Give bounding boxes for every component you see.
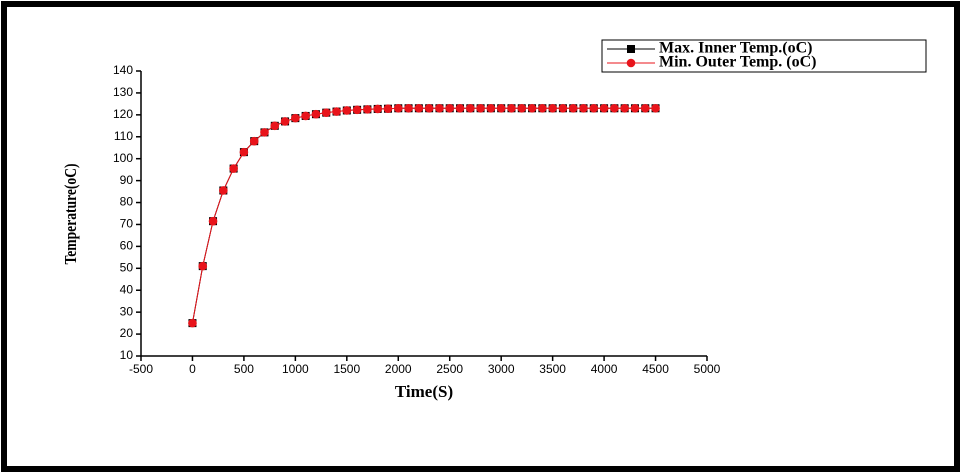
data-point [229,164,238,173]
x-tick-label: 3500 [539,362,566,376]
data-point [291,113,300,123]
data-point [198,261,208,271]
y-tick-label: 20 [120,326,134,340]
data-point [414,103,424,113]
data-point [270,121,280,131]
data-point [260,128,269,137]
data-point [630,103,640,113]
data-point [393,103,403,113]
legend-marker [627,45,635,53]
data-point [373,104,382,114]
x-tick-label: 2000 [385,362,412,376]
data-point [435,103,444,113]
data-point [548,103,557,113]
series-line [191,107,656,324]
data-point [332,107,341,116]
data-point [311,109,321,119]
data-point [651,103,660,113]
data-point [620,103,629,113]
data-point [445,103,455,113]
x-tick-label: 2500 [436,362,463,376]
legend-box [601,39,927,73]
x-tick-label: 0 [189,362,196,376]
y-tick-label: 40 [120,282,134,296]
data-point [496,103,506,113]
y-tick-label: 70 [120,217,134,231]
data-point [424,103,434,113]
data-point [517,103,527,113]
data-point [589,103,599,113]
x-tick-label: 4500 [642,362,669,376]
y-tick-label: 30 [120,304,134,318]
data-point [476,103,485,113]
data-point [610,103,619,113]
data-point [466,103,475,113]
series-line [191,107,656,324]
x-tick-label: 1500 [333,362,360,376]
y-tick-label: 120 [113,107,133,121]
data-point [249,136,259,146]
y-tick-label: 140 [113,63,133,77]
y-tick-label: 90 [120,173,134,187]
x-tick-label: 3000 [488,362,515,376]
data-point [321,108,331,117]
legend-label: Min. Outer Temp. (oC) [659,54,816,71]
y-tick-label: 110 [114,129,133,143]
data-point [219,186,228,195]
y-tick-label: 50 [120,260,134,274]
data-point [568,103,578,113]
data-point [527,103,537,113]
y-tick-label: 60 [120,239,134,253]
data-point [363,105,372,114]
data-point [538,103,547,113]
y-tick-label: 80 [120,195,134,209]
data-point [239,147,249,157]
data-point [599,103,609,113]
x-tick-label: -500 [129,362,153,376]
data-point [558,103,568,113]
x-tick-label: 5000 [694,362,721,376]
y-tick-label: 130 [113,85,133,99]
x-tick-label: 4000 [591,362,618,376]
data-point [579,103,588,113]
x-tick-label: 1000 [282,362,309,376]
data-point [455,103,465,113]
y-axis-label: Temperature(oC) [62,163,81,264]
data-point [352,105,362,115]
data-point [188,318,197,328]
data-point [208,216,218,226]
data-point [342,106,352,115]
data-point [383,104,393,114]
data-point [301,111,310,121]
legend-marker [626,58,636,68]
data-point [640,103,650,113]
y-tick-label: 100 [113,151,133,165]
x-tick-label: 500 [234,362,254,376]
legend-label: Max. Inner Temp.(oC) [659,40,813,57]
data-point [280,117,290,126]
data-point [404,103,413,113]
x-axis-label: Time(S) [395,382,453,401]
data-point [507,103,516,113]
y-tick-label: 10 [120,348,134,362]
data-point [486,103,496,113]
